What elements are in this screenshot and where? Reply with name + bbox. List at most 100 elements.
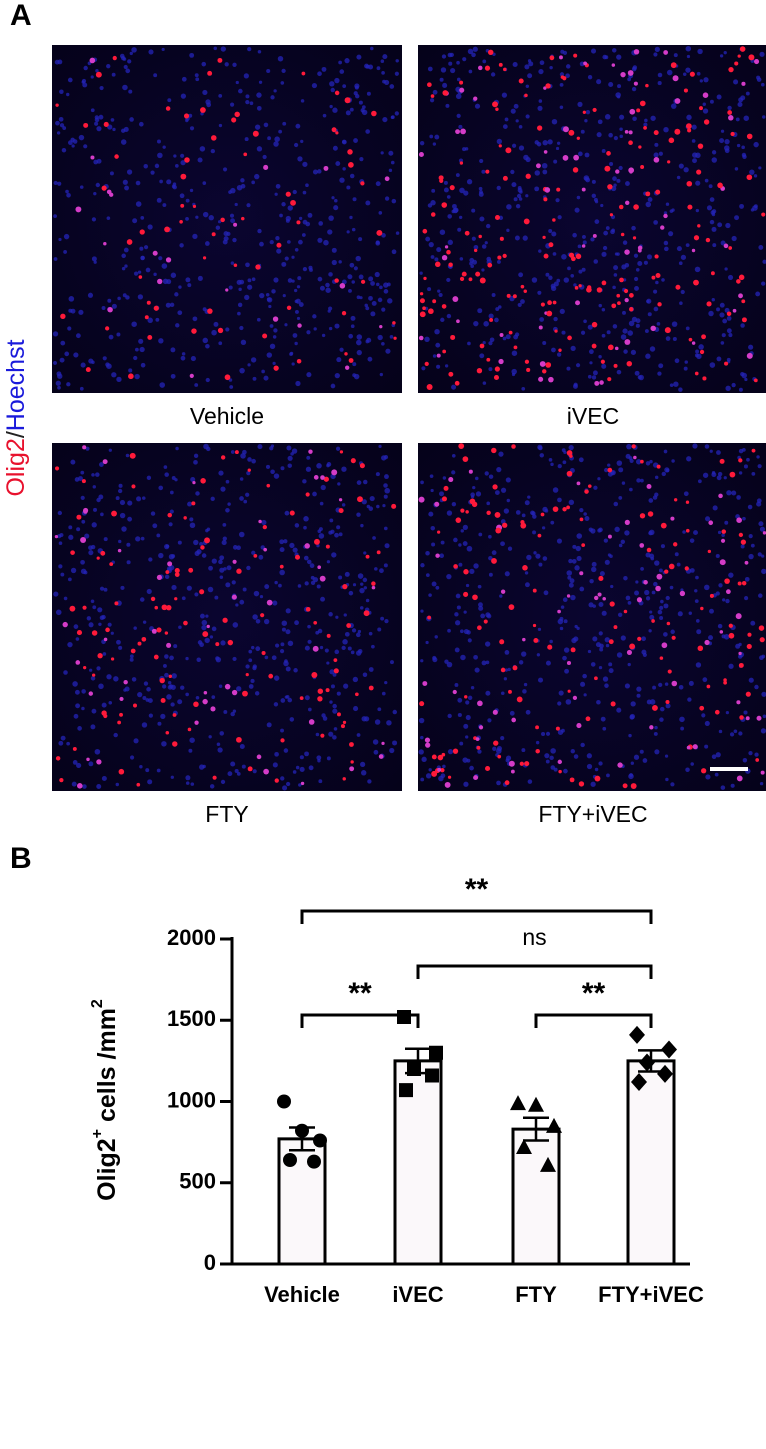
olig2-cell bbox=[604, 165, 611, 172]
nucleus bbox=[143, 681, 149, 686]
nucleus bbox=[318, 527, 323, 532]
nucleus bbox=[213, 46, 218, 51]
nucleus bbox=[263, 375, 269, 381]
olig2-cell bbox=[147, 335, 153, 340]
olig2-cell bbox=[732, 308, 737, 313]
olig2-cell bbox=[753, 378, 758, 383]
olig2-cell bbox=[754, 59, 760, 65]
nucleus bbox=[359, 587, 365, 594]
nucleus bbox=[580, 129, 585, 134]
nucleus bbox=[63, 670, 68, 675]
nucleus bbox=[537, 627, 542, 631]
nucleus bbox=[274, 751, 279, 757]
nucleus bbox=[295, 123, 301, 129]
nucleus bbox=[515, 119, 519, 123]
olig2-cell bbox=[109, 562, 114, 567]
nucleus bbox=[454, 647, 460, 653]
nucleus bbox=[742, 516, 746, 521]
nucleus bbox=[53, 180, 58, 186]
nucleus bbox=[131, 47, 137, 53]
nucleus bbox=[613, 501, 619, 507]
nucleus bbox=[117, 296, 121, 301]
nucleus bbox=[388, 150, 394, 156]
nucleus bbox=[290, 452, 294, 456]
olig2-cell bbox=[639, 543, 645, 548]
nucleus bbox=[88, 358, 94, 364]
nucleus bbox=[758, 166, 762, 170]
nucleus bbox=[222, 239, 228, 245]
nucleus bbox=[474, 476, 479, 481]
olig2-cell bbox=[538, 325, 543, 330]
stain-label-part: Hoechst bbox=[2, 339, 30, 431]
olig2-cell bbox=[504, 780, 510, 786]
nucleus bbox=[709, 99, 714, 104]
nucleus bbox=[294, 620, 299, 626]
nucleus bbox=[562, 655, 567, 661]
olig2-cell bbox=[458, 443, 465, 449]
nucleus bbox=[649, 346, 656, 352]
nucleus bbox=[661, 278, 665, 282]
nucleus bbox=[551, 347, 556, 353]
olig2-cell bbox=[484, 65, 491, 71]
nucleus bbox=[281, 627, 286, 632]
nucleus bbox=[466, 545, 473, 552]
olig2-cell bbox=[167, 512, 172, 518]
nucleus bbox=[306, 455, 311, 460]
nucleus bbox=[304, 751, 309, 757]
olig2-cell bbox=[707, 549, 712, 554]
olig2-cell bbox=[668, 563, 675, 570]
nucleus bbox=[591, 179, 596, 184]
nucleus bbox=[66, 192, 71, 198]
olig2-cell bbox=[741, 317, 747, 323]
olig2-cell bbox=[670, 62, 677, 69]
olig2-cell bbox=[653, 157, 660, 163]
olig2-cell bbox=[670, 516, 675, 521]
nucleus bbox=[683, 167, 689, 173]
nucleus bbox=[696, 71, 701, 76]
nucleus bbox=[81, 689, 86, 694]
nucleus bbox=[545, 759, 550, 764]
nucleus bbox=[418, 749, 424, 755]
nucleus bbox=[539, 60, 545, 66]
nucleus bbox=[450, 67, 456, 74]
olig2-cell bbox=[86, 757, 90, 762]
nucleus bbox=[96, 666, 101, 671]
nucleus bbox=[696, 629, 702, 635]
nucleus bbox=[320, 596, 326, 602]
nucleus bbox=[758, 593, 763, 598]
nucleus bbox=[308, 265, 313, 270]
nucleus bbox=[657, 609, 663, 615]
olig2-cell bbox=[594, 775, 601, 782]
nucleus bbox=[633, 253, 639, 258]
nucleus bbox=[315, 732, 320, 737]
nucleus bbox=[688, 680, 694, 686]
olig2-cell bbox=[273, 365, 279, 371]
olig2-cell bbox=[419, 701, 425, 707]
nucleus bbox=[462, 757, 468, 763]
nucleus bbox=[343, 613, 347, 617]
olig2-cell bbox=[675, 284, 681, 290]
nucleus bbox=[281, 620, 288, 626]
nucleus bbox=[228, 285, 233, 290]
nucleus bbox=[58, 564, 63, 569]
nucleus bbox=[431, 581, 437, 587]
olig2-cell bbox=[633, 455, 637, 460]
olig2-cell bbox=[583, 61, 588, 66]
olig2-cell bbox=[441, 304, 447, 309]
olig2-cell bbox=[285, 191, 291, 197]
nucleus bbox=[601, 149, 606, 153]
nucleus bbox=[580, 742, 585, 748]
nucleus bbox=[703, 77, 709, 83]
nucleus bbox=[598, 666, 603, 670]
nucleus bbox=[353, 266, 358, 271]
nucleus bbox=[289, 352, 293, 356]
olig2-cell bbox=[502, 253, 507, 259]
olig2-cell bbox=[202, 698, 208, 705]
nucleus bbox=[588, 602, 594, 608]
nucleus bbox=[227, 502, 231, 506]
nucleus bbox=[164, 654, 169, 659]
nucleus bbox=[247, 278, 252, 283]
nucleus bbox=[418, 717, 425, 724]
olig2-cell bbox=[76, 514, 82, 520]
nucleus bbox=[180, 93, 187, 99]
